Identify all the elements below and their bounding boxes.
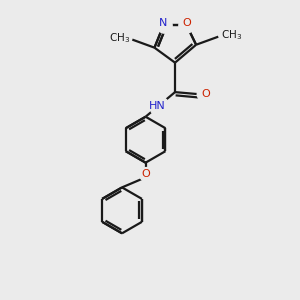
Text: CH$_3$: CH$_3$ [220,28,242,42]
Text: O: O [182,18,191,28]
Text: N: N [159,18,167,28]
Text: O: O [141,169,150,179]
Text: O: O [201,89,210,99]
Text: CH$_3$: CH$_3$ [109,32,130,45]
Text: HN: HN [149,101,166,111]
